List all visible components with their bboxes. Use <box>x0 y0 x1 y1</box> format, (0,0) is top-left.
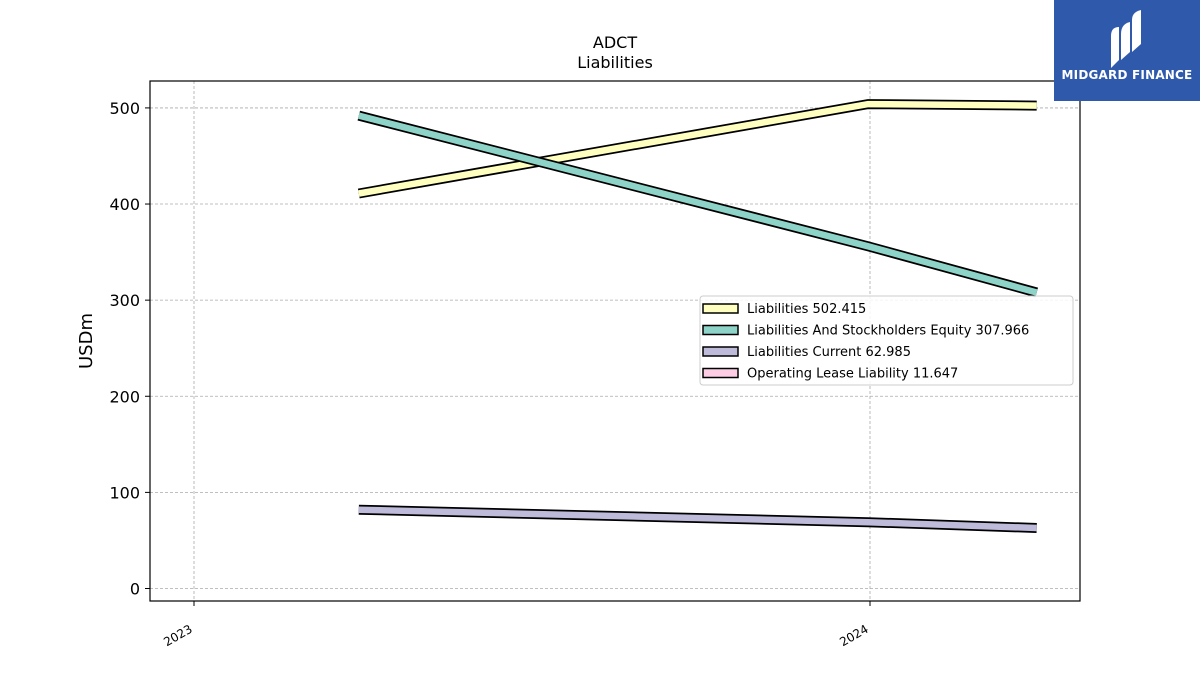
y-tick-label: 300 <box>109 291 140 310</box>
chart-title: ADCT <box>593 33 637 52</box>
legend-box <box>699 295 1074 386</box>
legend-label: Operating Lease Liability 11.647 <box>747 367 958 382</box>
y-axis-label: USDm <box>76 313 97 369</box>
x-tick-label: 2023 <box>161 622 194 649</box>
y-tick-label: 400 <box>109 195 140 214</box>
legend-swatch <box>702 367 739 379</box>
legend-label: Liabilities And Stockholders Equity 307.… <box>747 324 1029 339</box>
y-tick-label: 500 <box>109 99 140 118</box>
plot-frame <box>149 80 1081 602</box>
midgard-logo-icon <box>1111 10 1141 68</box>
y-tick-label: 0 <box>130 580 140 599</box>
legend-label: Liabilities 502.415 <box>747 302 866 317</box>
x-tick-label: 2024 <box>837 622 870 649</box>
series-line <box>357 112 1038 296</box>
legend-swatch <box>702 303 739 314</box>
legend-swatch <box>702 346 739 357</box>
chart-subtitle: Liabilities <box>577 53 653 72</box>
y-tick-label: 200 <box>109 387 140 406</box>
series-line <box>358 506 1037 532</box>
series-line-outline <box>357 99 1037 199</box>
brand-logo: MIDGARD FINANCE <box>1054 0 1200 101</box>
legend-label: Liabilities Current 62.985 <box>747 345 911 360</box>
legend-swatch <box>702 324 739 336</box>
brand-name: MIDGARD FINANCE <box>1061 68 1193 82</box>
y-tick-label: 100 <box>109 483 140 502</box>
